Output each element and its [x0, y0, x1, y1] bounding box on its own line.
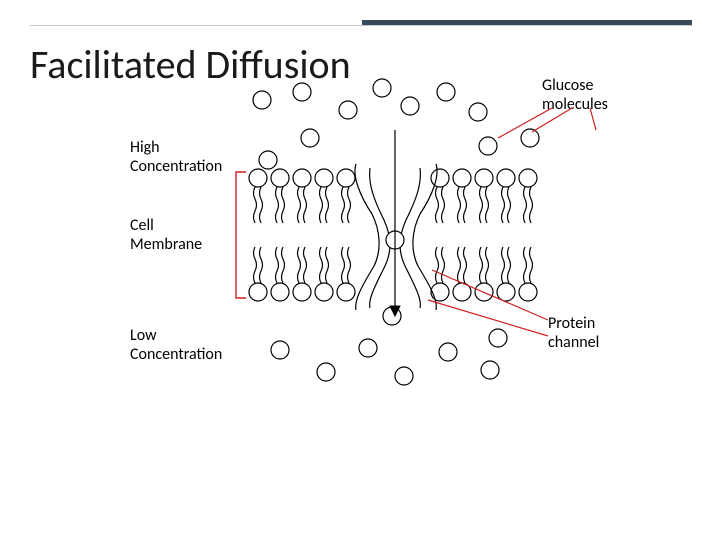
slide: Facilitated Diffusion Glucose molecules … — [0, 0, 720, 540]
membrane-diagram — [0, 0, 720, 540]
